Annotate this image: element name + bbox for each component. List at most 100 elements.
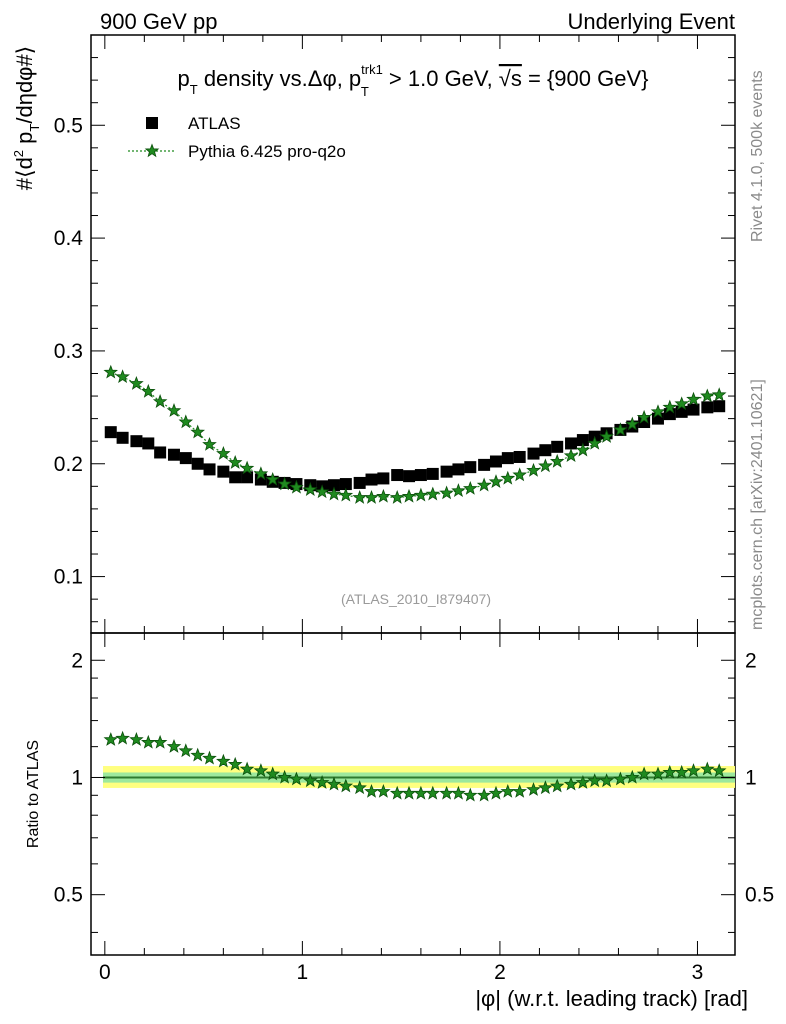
- atlas-point: [501, 452, 514, 465]
- ratio-point: [216, 753, 231, 768]
- main-ytick-label: 0.4: [54, 227, 84, 250]
- atlas-point: [452, 463, 465, 476]
- ratio-point: [401, 785, 417, 800]
- atlas-point: [167, 448, 180, 461]
- xtick-label: 2: [494, 961, 506, 984]
- ratio-point: [326, 776, 342, 791]
- pythia-point: [326, 486, 342, 501]
- pythia-point: [587, 435, 602, 450]
- ratio-ytick-label-left: 1: [71, 766, 83, 789]
- pythia-point: [253, 466, 269, 481]
- ratio-point: [613, 771, 628, 786]
- legend-atlas-label: ATLAS: [188, 114, 241, 133]
- ratio-point: [538, 780, 553, 795]
- pythia-point: [636, 409, 652, 424]
- ratio-point: [500, 783, 516, 798]
- pythia-point: [141, 383, 156, 398]
- atlas-point: [130, 435, 143, 448]
- pythia-point: [488, 474, 504, 489]
- atlas-point: [414, 469, 427, 482]
- ratio-point: [265, 766, 280, 781]
- ratio-point: [488, 785, 504, 800]
- mc-line: [110, 371, 720, 499]
- legend-pythia-marker: [144, 143, 160, 158]
- pythia-point: [476, 477, 492, 492]
- ratio-ylabel: Ratio to ATLAS: [25, 740, 42, 848]
- ratio-point: [277, 769, 292, 784]
- atlas-point: [241, 471, 254, 484]
- main-ytick-label: 0.2: [54, 453, 83, 476]
- atlas-point: [675, 405, 688, 418]
- ratio-ytick-label-right: 2: [745, 649, 757, 672]
- ratio-point: [549, 778, 565, 793]
- pythia-point: [563, 448, 579, 463]
- main-axis-ticks: 0.1 0.2 0.3 0.4 0.5: [54, 35, 735, 633]
- ratio-point: [227, 756, 243, 771]
- pythia-point: [216, 445, 231, 460]
- pythia-point: [265, 471, 280, 486]
- pythia-point: [674, 396, 689, 411]
- atlas-point: [489, 455, 502, 468]
- ratio-point: [129, 732, 144, 746]
- xlabel: |φ| (w.r.t. leading track) [rad]: [475, 986, 748, 1011]
- pythia-point: [338, 487, 354, 502]
- pythia-point: [352, 489, 367, 504]
- pythia-point: [239, 460, 255, 475]
- ratio-point: [202, 750, 217, 765]
- ylabel-b: p: [12, 132, 37, 150]
- pythia-point: [650, 404, 666, 419]
- xtick-label: 0: [99, 961, 111, 984]
- analysis-id: (ATLAS_2010_I879407): [341, 591, 491, 607]
- pythia-point: [314, 484, 330, 499]
- pythia-point: [202, 436, 217, 451]
- atlas-point: [217, 465, 230, 478]
- ratio-point: [190, 747, 205, 762]
- ratio-point: [563, 776, 579, 791]
- ratio-point: [439, 785, 454, 800]
- atlas-point: [539, 444, 552, 457]
- pythia-point: [575, 442, 591, 457]
- pythia-point: [451, 483, 466, 498]
- title-a-sub: T: [190, 82, 198, 97]
- ratio-point: [462, 787, 478, 802]
- atlas-point: [701, 401, 714, 414]
- ylabel-a: #⟨d: [12, 157, 37, 190]
- ratio-point: [650, 766, 666, 781]
- pythia-point: [302, 482, 318, 496]
- ratio-point: [413, 785, 429, 800]
- legend-atlas-marker: [146, 117, 158, 129]
- header-left: 900 GeV pp: [100, 9, 217, 34]
- header-right: Underlying Event: [567, 9, 735, 34]
- pythia-point: [227, 454, 243, 469]
- pythia-point: [413, 487, 429, 502]
- title-b-sup: trk1: [361, 62, 383, 77]
- atlas-point: [687, 403, 700, 416]
- title-d: √s: [499, 66, 522, 91]
- ratio-point: [314, 774, 330, 789]
- title-a: p: [178, 66, 190, 91]
- ratio-ytick-label-left: 2: [71, 649, 83, 672]
- pythia-dotted-line: [110, 371, 720, 499]
- pythia-point: [289, 479, 304, 494]
- plot-title: pT density vs.Δφ, ptrk1 T > 1.0 GeV, √s =…: [178, 62, 649, 99]
- ratio-point: [352, 780, 367, 795]
- atlas-markers: [104, 400, 726, 493]
- main-ylabel: #⟨d2 pT/dηdφ#⟩: [11, 46, 42, 191]
- ratio-point: [662, 764, 678, 779]
- ratio-point: [253, 763, 269, 778]
- pythia-point: [103, 364, 118, 379]
- legend-pythia-label: Pythia 6.425 pro-q2o: [188, 142, 346, 161]
- pythia-point: [526, 462, 541, 477]
- main-ytick-label: 0.3: [54, 340, 83, 363]
- ratio-point: [166, 738, 182, 753]
- ratio-point: [711, 763, 727, 778]
- pythia-point: [538, 458, 553, 473]
- legend-star-shape: [144, 143, 160, 158]
- pythia-point: [711, 387, 727, 402]
- atlas-point: [203, 463, 216, 476]
- pythia-point: [599, 429, 614, 443]
- ratio-point: [451, 785, 466, 800]
- atlas-point: [229, 471, 242, 484]
- ratio-point: [103, 732, 118, 746]
- title-c: > 1.0 GeV,: [383, 66, 499, 91]
